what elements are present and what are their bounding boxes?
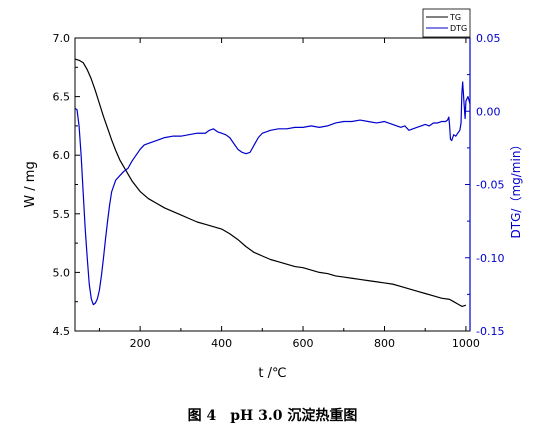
series-line-dtg <box>74 81 471 306</box>
legend-label-tg: TG <box>449 13 461 22</box>
y-left-tick-label: 6.5 <box>53 91 71 104</box>
y-left-tick-label: 7.0 <box>53 32 71 45</box>
x-tick-label: 400 <box>211 337 232 350</box>
x-tick-label: 1000 <box>452 337 480 350</box>
y-left-tick-label: 5.5 <box>53 208 71 221</box>
tick-labels: 200 400 600 800 1000 4.5 5.0 5.5 6.0 6.5 7.0 -0.15 -… <box>53 32 505 350</box>
legend-label-dtg: DTG <box>450 24 467 33</box>
y-right-tick-label: -0.10 <box>476 252 504 265</box>
y-left-tick-label: 5.0 <box>53 266 71 279</box>
tick-marks <box>75 37 470 332</box>
legend-box <box>422 8 471 38</box>
x-tick-label: 800 <box>374 337 395 350</box>
y-left-tick-label: 4.5 <box>53 325 71 338</box>
y-right-tick-label: 0.00 <box>476 105 501 118</box>
legend: TG DTG <box>422 8 471 38</box>
y-axis-right-title: DTG/（mg/min） <box>509 139 523 239</box>
y-right-tick-label: -0.15 <box>476 325 504 338</box>
figure-caption: 图 4 pH 3.0 沉淀热重图 <box>187 408 358 424</box>
y-right-tick-label: 0.05 <box>476 32 501 45</box>
x-tick-label: 200 <box>130 337 151 350</box>
x-tick-label: 600 <box>293 337 314 350</box>
y-right-tick-label: -0.05 <box>476 179 504 192</box>
y-left-tick-label: 6.0 <box>53 149 71 162</box>
x-axis-title: t /℃ <box>258 366 286 381</box>
series-line-tg <box>74 58 467 307</box>
series-lines <box>74 58 471 307</box>
y-axis-left-title: W / mg <box>23 161 38 207</box>
